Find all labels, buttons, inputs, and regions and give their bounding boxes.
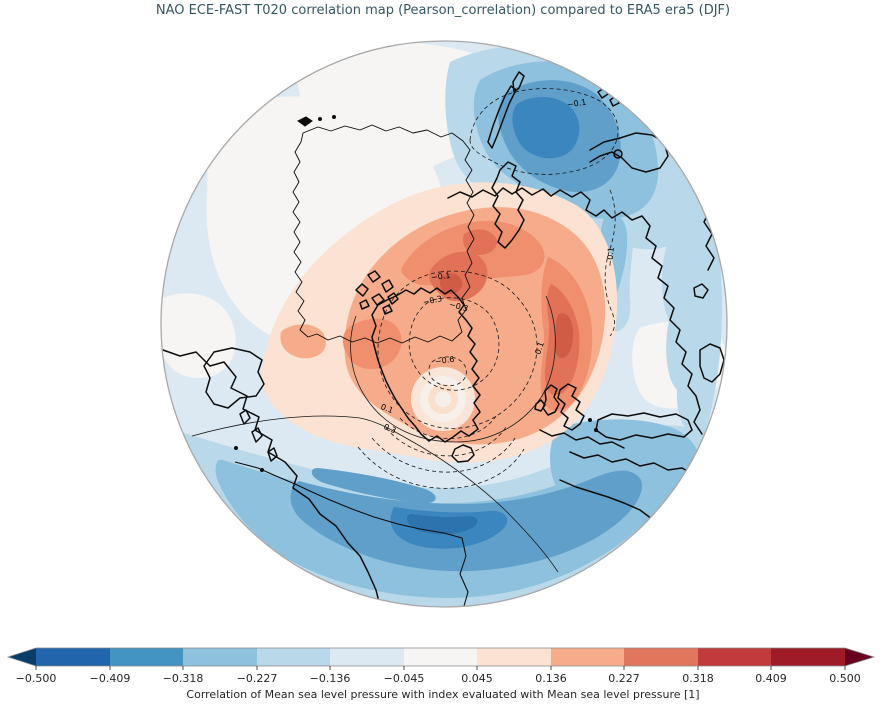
colorbar-tick-label: 0.409 xyxy=(755,672,787,685)
contour-label: 0.3 xyxy=(382,422,397,435)
contour-lines-layer xyxy=(191,88,619,573)
colorbar-axis-label: Correlation of Mean sea level pressure w… xyxy=(186,688,699,701)
colorbar-over-arrow xyxy=(845,648,874,666)
colorbar-segment xyxy=(771,648,845,666)
contour-label: 0.1 xyxy=(533,341,545,356)
map-fill-layer xyxy=(161,41,727,607)
colorbar-tick-label: 0.045 xyxy=(461,672,493,685)
map-boundary-circle xyxy=(160,40,728,608)
contour-label: −0.3 xyxy=(422,294,443,307)
colorbar-tick-label: 0.136 xyxy=(535,672,567,685)
colorbar-segment xyxy=(36,648,110,666)
colorbar-segment xyxy=(624,648,698,666)
coastlines-layer xyxy=(162,69,725,607)
colorbar: −0.500 −0.409 −0.318 −0.227 −0.136 −0.04… xyxy=(6,647,876,701)
colorbar-segment xyxy=(551,648,624,666)
contour-label: −0.6 xyxy=(434,355,455,367)
plot-title: NAO ECE-FAST T020 correlation map (Pears… xyxy=(155,3,731,18)
colorbar-segment xyxy=(330,648,404,666)
contour-label: −0.1 xyxy=(605,247,615,267)
colorbar-segment xyxy=(257,648,330,666)
colorbar-tick-label: 0.227 xyxy=(608,672,640,685)
colorbar-segment xyxy=(404,648,477,666)
colorbar-tick-label: 0.318 xyxy=(682,672,714,685)
colorbar-tick-label: −0.409 xyxy=(90,672,131,685)
colorbar-ticks xyxy=(35,666,846,670)
colorbar-tick-label: 0.500 xyxy=(829,672,861,685)
colorbar-segment xyxy=(110,648,183,666)
colorbar-under-arrow xyxy=(8,648,36,666)
contour-label: −0.1 xyxy=(566,98,587,110)
colorbar-tick-label: −0.045 xyxy=(384,672,425,685)
colorbar-segment xyxy=(477,648,551,666)
contour-label: 0.1 xyxy=(379,402,394,415)
colorbar-tick-label: −0.318 xyxy=(163,672,204,685)
contour-label: −0.1 xyxy=(431,271,451,282)
colorbar-tick-labels: −0.500 −0.409 −0.318 −0.227 −0.136 −0.04… xyxy=(16,672,861,685)
colorbar-segment xyxy=(698,648,771,666)
colorbar-segment xyxy=(183,648,257,666)
colorbar-tick-label: −0.500 xyxy=(16,672,57,685)
colorbar-tick-label: −0.227 xyxy=(237,672,278,685)
colorbar-tick-label: −0.136 xyxy=(310,672,351,685)
